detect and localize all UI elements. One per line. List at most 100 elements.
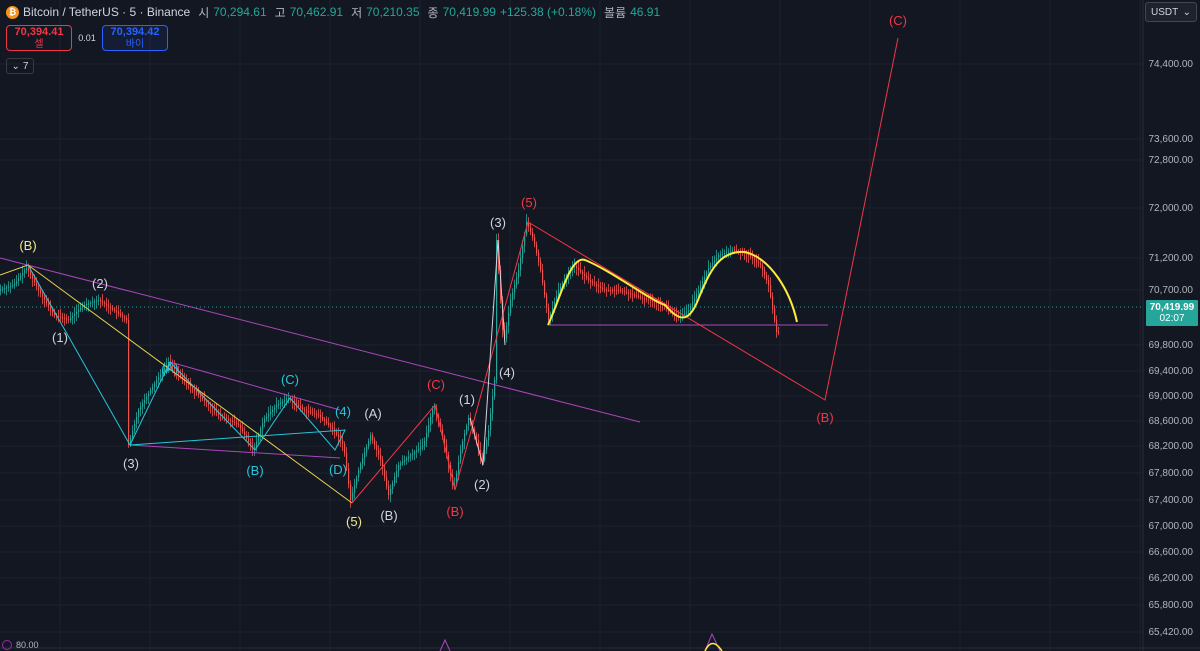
candle-body xyxy=(236,423,238,424)
candle-body xyxy=(62,317,64,319)
candle-body xyxy=(270,411,272,415)
candle-body xyxy=(82,306,84,308)
candle-body xyxy=(542,270,544,283)
candle-body xyxy=(704,276,706,282)
candle-body xyxy=(682,314,684,317)
candle-body xyxy=(96,300,98,302)
price-tick-label: 65,800.00 xyxy=(1149,600,1194,611)
price-tick-label: 69,800.00 xyxy=(1149,340,1194,351)
candle-body xyxy=(268,414,270,417)
price-axis[interactable]: 74,400.00 73,600.00 72,800.00 72,000.00 71,2… xyxy=(1149,59,1194,638)
candle-body xyxy=(606,290,608,291)
candle-body xyxy=(478,440,480,450)
buy-button[interactable]: 70,394.42 바이 xyxy=(102,25,168,51)
candle-body xyxy=(578,268,580,270)
candle-body xyxy=(188,383,190,385)
candle-body xyxy=(710,265,712,268)
descending-trendline xyxy=(0,257,641,423)
indicators-toggle-button[interactable]: ⌄ 7 xyxy=(6,58,34,74)
candle-body xyxy=(618,290,620,291)
candle-body xyxy=(168,362,170,366)
candle-body xyxy=(228,419,230,420)
chevron-down-icon: ⌄ xyxy=(1182,6,1191,18)
candle-body xyxy=(554,302,556,308)
candle-body xyxy=(4,288,6,289)
candle-body xyxy=(372,435,374,440)
candle-body xyxy=(176,369,178,372)
candle-body xyxy=(460,450,462,462)
candle-body xyxy=(78,310,80,312)
candle-body xyxy=(338,434,340,438)
candle-body xyxy=(94,301,96,303)
candle-body xyxy=(638,296,640,297)
candle-body xyxy=(448,455,450,465)
candle-body xyxy=(546,295,548,308)
candle-body xyxy=(576,266,578,268)
candle-body xyxy=(140,406,142,410)
candle-body xyxy=(476,434,478,440)
candle-body xyxy=(600,286,602,288)
candle-body xyxy=(588,278,590,280)
candle-body xyxy=(402,461,404,464)
sell-button[interactable]: 70,394.41 셀 xyxy=(6,25,72,51)
candle-body xyxy=(754,258,756,260)
candle-body xyxy=(516,277,518,285)
candle-body xyxy=(688,310,690,312)
candle-body xyxy=(466,425,468,434)
candle-body xyxy=(332,427,334,429)
candle-body xyxy=(468,418,470,426)
currency-selector[interactable]: USDT ⌄ xyxy=(1145,2,1197,22)
candle-body xyxy=(10,286,12,287)
candle-body xyxy=(296,402,298,405)
buy-price: 70,394.42 xyxy=(110,26,160,39)
currency-label: USDT xyxy=(1151,6,1179,18)
candle-body xyxy=(370,435,372,441)
candle-body xyxy=(488,430,490,440)
candle-body xyxy=(358,470,360,478)
wave-label: (C) xyxy=(427,377,445,392)
candle-body xyxy=(262,423,264,429)
candle-body xyxy=(124,316,126,319)
candle-body xyxy=(518,270,520,278)
candle-body xyxy=(592,281,594,283)
wave-label: (2) xyxy=(474,477,490,492)
candle-body xyxy=(150,390,152,394)
candle-body xyxy=(172,364,174,367)
candle-body xyxy=(16,281,18,284)
candle-body xyxy=(64,318,66,319)
candle-body xyxy=(380,455,382,460)
candle-body xyxy=(770,285,772,297)
wave-label: (B) xyxy=(816,410,833,425)
candle-body xyxy=(686,311,688,314)
candle-body xyxy=(482,460,484,461)
candle-body xyxy=(390,489,392,495)
candle-body xyxy=(494,380,496,397)
candle-body xyxy=(368,440,370,447)
indicator-spike xyxy=(439,638,451,651)
close-value: 70,419.99 xyxy=(442,5,496,19)
candle-body xyxy=(264,418,266,423)
candle-body xyxy=(744,253,746,254)
candle-body xyxy=(218,413,220,415)
candle-body xyxy=(392,483,394,489)
wave-label: (B) xyxy=(19,238,36,253)
bar-countdown: 02:07 xyxy=(1159,313,1185,324)
wave-labels: (B) (1) (2) (3) (A) (B) (C) (4) (D) (5) (A) (B) (C) (… xyxy=(19,13,907,529)
candle-body xyxy=(252,445,254,449)
candle-body xyxy=(514,285,516,293)
candle-body xyxy=(760,263,762,265)
candle-body xyxy=(156,380,158,384)
candle-body xyxy=(48,303,50,307)
candle-body xyxy=(462,441,464,451)
bitcoin-icon: ₿ xyxy=(6,5,19,19)
candle-body xyxy=(656,302,658,303)
candle-body xyxy=(46,300,48,304)
candle-body xyxy=(220,415,222,416)
symbol-title[interactable]: Bitcoin / TetherUS · 5 · Binance xyxy=(23,5,191,19)
candle-body xyxy=(232,421,234,422)
candle-body xyxy=(396,471,398,477)
candle-body xyxy=(106,304,108,306)
candle-body xyxy=(558,290,560,296)
